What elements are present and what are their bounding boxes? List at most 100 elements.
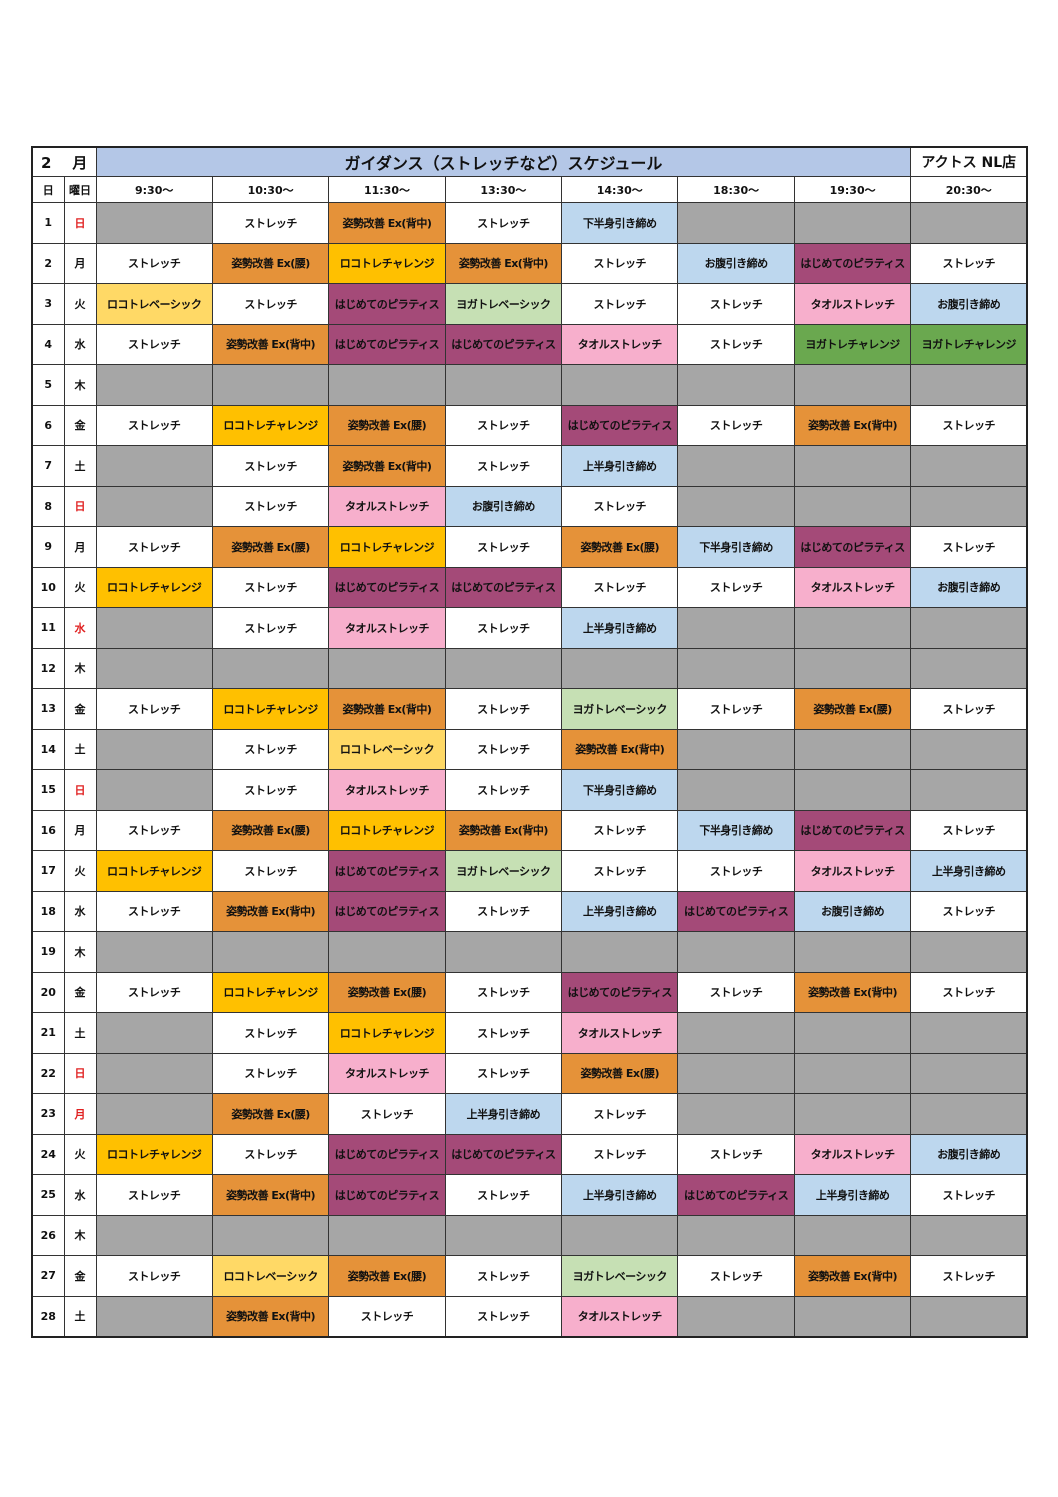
schedule-row: 2 月ストレッチ 姿勢改善 Ex(腰) ロコトレチャレンジ 姿勢改善 Ex(背中) ストレ…: [31, 242, 1028, 284]
class-cell: はじめてのピラティス: [793, 242, 912, 284]
weekday: 水: [63, 1174, 97, 1216]
class-cell: はじめてのピラティス: [561, 404, 679, 446]
class-cell: お腹引き締め: [910, 283, 1028, 325]
weekday: 木: [63, 647, 97, 689]
class-cell: お腹引き締め: [677, 242, 795, 284]
schedule-row: 7 土ストレッチ 姿勢改善 Ex(背中) ストレッチ 上半身引き締め: [31, 445, 1028, 487]
closed-cell: [561, 931, 679, 973]
day-number: 26: [31, 1214, 65, 1256]
class-cell: 上半身引き締め: [561, 890, 679, 932]
class-cell: タオルストレッチ: [793, 283, 912, 325]
class-cell: ロコトレチャレンジ: [211, 971, 330, 1013]
schedule-title: ガイダンス（ストレッチなど）スケジュール: [95, 146, 912, 177]
class-cell: はじめてのピラティス: [328, 323, 446, 365]
class-cell: ストレッチ: [444, 971, 563, 1013]
class-cell: ストレッチ: [677, 971, 795, 1013]
class-cell: 姿勢改善 Ex(背中): [561, 728, 679, 770]
column-header-time: 20:30～: [910, 176, 1028, 203]
class-cell: ロコトレチャレンジ: [95, 1133, 213, 1175]
class-cell: ヨガトレベーシック: [444, 850, 563, 892]
closed-cell: [910, 728, 1028, 770]
class-cell: タオルストレッチ: [561, 323, 679, 365]
class-cell: はじめてのピラティス: [328, 1133, 446, 1175]
day-number: 28: [31, 1295, 65, 1338]
class-cell: 姿勢改善 Ex(背中): [793, 971, 912, 1013]
day-number: 6: [31, 404, 65, 446]
class-cell: ストレッチ: [910, 526, 1028, 568]
closed-cell: [910, 1295, 1028, 1338]
closed-cell: [910, 769, 1028, 811]
weekday: 木: [63, 364, 97, 406]
class-cell: 姿勢改善 Ex(背中): [444, 242, 563, 284]
class-cell: ヨガトレチャレンジ: [910, 323, 1028, 365]
closed-cell: [677, 728, 795, 770]
class-cell: はじめてのピラティス: [677, 890, 795, 932]
class-cell: ストレッチ: [444, 202, 563, 244]
schedule-row: 20 金ストレッチ ロコトレチャレンジ 姿勢改善 Ex(腰) ストレッチ はじめてのピラテ…: [31, 971, 1028, 1013]
closed-cell: [910, 647, 1028, 689]
weekday: 水: [63, 607, 97, 649]
class-cell: ストレッチ: [910, 242, 1028, 284]
class-cell: ストレッチ: [211, 1012, 330, 1054]
day-number: 3: [31, 283, 65, 325]
closed-cell: [444, 647, 563, 689]
class-cell: ロコトレチャレンジ: [328, 809, 446, 851]
class-cell: 姿勢改善 Ex(腰): [211, 809, 330, 851]
day-number: 8: [31, 485, 65, 527]
closed-cell: [444, 364, 563, 406]
column-header-weekday: 曜日: [63, 176, 97, 203]
closed-cell: [793, 485, 912, 527]
closed-cell: [95, 1012, 213, 1054]
class-cell: ストレッチ: [561, 283, 679, 325]
schedule-row: 21 土ストレッチ ロコトレチャレンジ ストレッチ タオルストレッチ: [31, 1012, 1028, 1054]
closed-cell: [677, 1295, 795, 1338]
class-cell: ストレッチ: [910, 809, 1028, 851]
class-cell: 姿勢改善 Ex(背中): [793, 1255, 912, 1297]
closed-cell: [677, 364, 795, 406]
class-cell: 姿勢改善 Ex(背中): [211, 890, 330, 932]
class-cell: ストレッチ: [910, 890, 1028, 932]
class-cell: ストレッチ: [910, 1174, 1028, 1216]
class-cell: 姿勢改善 Ex(腰): [328, 971, 446, 1013]
schedule-row: 13 金ストレッチ ロコトレチャレンジ 姿勢改善 Ex(背中) ストレッチ ヨガトレベーシ…: [31, 688, 1028, 730]
schedule-row: 8 日ストレッチ タオルストレッチ お腹引き締め ストレッチ: [31, 485, 1028, 527]
closed-cell: [910, 445, 1028, 487]
class-cell: タオルストレッチ: [328, 607, 446, 649]
class-cell: ストレッチ: [561, 809, 679, 851]
class-cell: 姿勢改善 Ex(腰): [793, 688, 912, 730]
class-cell: ストレッチ: [444, 526, 563, 568]
closed-cell: [211, 931, 330, 973]
weekday: 火: [63, 283, 97, 325]
weekday: 金: [63, 404, 97, 446]
day-number: 18: [31, 890, 65, 932]
class-cell: タオルストレッチ: [793, 1133, 912, 1175]
closed-cell: [793, 1214, 912, 1256]
column-header-time: 9:30～: [95, 176, 213, 203]
column-header-time: 11:30～: [328, 176, 446, 203]
day-number: 24: [31, 1133, 65, 1175]
closed-cell: [328, 364, 446, 406]
closed-cell: [211, 364, 330, 406]
closed-cell: [910, 364, 1028, 406]
class-cell: ストレッチ: [211, 202, 330, 244]
class-cell: ストレッチ: [444, 688, 563, 730]
closed-cell: [95, 931, 213, 973]
class-cell: はじめてのピラティス: [328, 283, 446, 325]
class-cell: 上半身引き締め: [561, 1174, 679, 1216]
closed-cell: [793, 1052, 912, 1094]
class-cell: ストレッチ: [444, 1295, 563, 1338]
day-number: 5: [31, 364, 65, 406]
day-number: 16: [31, 809, 65, 851]
class-cell: ストレッチ: [444, 607, 563, 649]
closed-cell: [910, 1052, 1028, 1094]
closed-cell: [677, 1093, 795, 1135]
class-cell: 上半身引き締め: [561, 445, 679, 487]
class-cell: タオルストレッチ: [793, 850, 912, 892]
closed-cell: [95, 1214, 213, 1256]
class-cell: ストレッチ: [211, 283, 330, 325]
closed-cell: [793, 1093, 912, 1135]
class-cell: ストレッチ: [95, 404, 213, 446]
closed-cell: [677, 1052, 795, 1094]
schedule-row: 9 月ストレッチ 姿勢改善 Ex(腰) ロコトレチャレンジ ストレッチ 姿勢改善 Ex(腰…: [31, 526, 1028, 568]
closed-cell: [328, 1214, 446, 1256]
